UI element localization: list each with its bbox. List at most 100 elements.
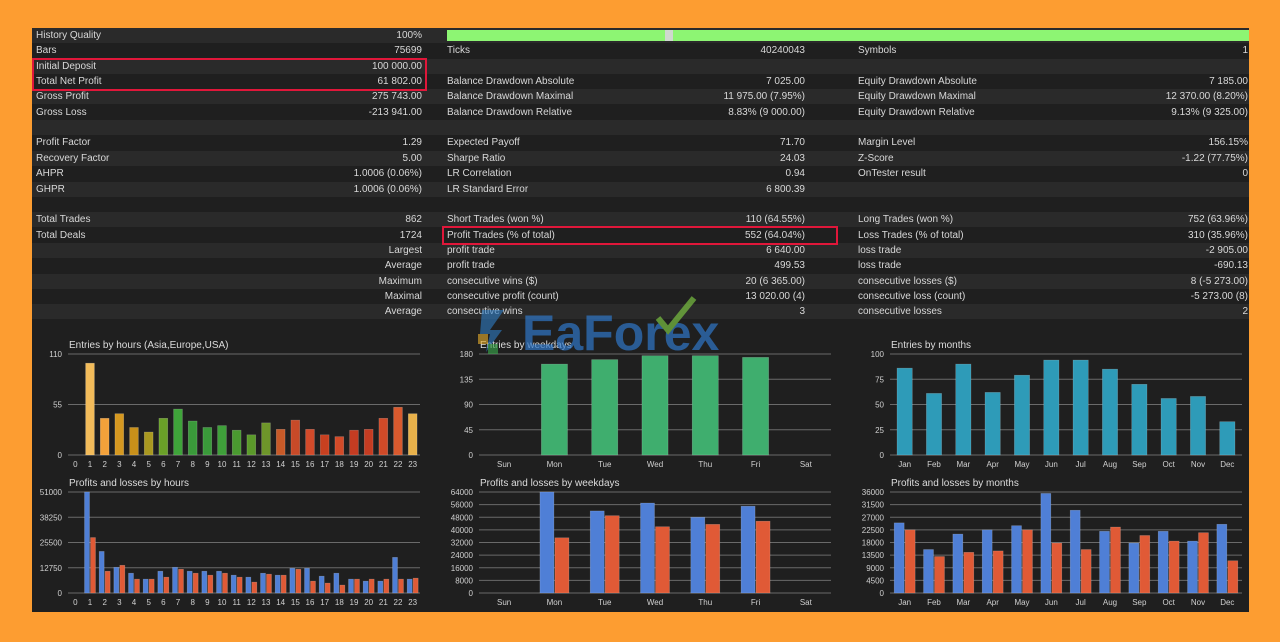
- y-tick-label: 0: [58, 451, 63, 460]
- loss-bar: [604, 515, 620, 594]
- y-tick-label: 48000: [451, 513, 474, 522]
- chart: Profits and losses by months 0 4500 9000 135…: [856, 478, 1249, 612]
- stat-label: consecutive profit (count): [447, 290, 559, 302]
- x-tick-label: 18: [335, 460, 344, 469]
- x-tick-label: 9: [205, 598, 210, 607]
- entries-bar: [334, 436, 345, 456]
- y-tick-label: 75: [875, 375, 884, 384]
- strategy-tester-report: History Quality 100% Bars 75699 Ticks 4024004…: [32, 28, 1249, 612]
- entries-bar: [1160, 398, 1177, 456]
- entries-bar: [591, 359, 619, 456]
- entries-bar: [85, 362, 95, 456]
- y-tick-label: 56000: [451, 501, 474, 510]
- stat-label: Largest: [388, 244, 422, 256]
- profit-bar: [377, 580, 384, 594]
- x-tick-label: May: [1014, 598, 1029, 607]
- stat-label: Total Trades: [36, 214, 91, 226]
- stat-label: Expected Payoff: [447, 137, 520, 149]
- loss-bar: [163, 576, 170, 594]
- loss-bar: [904, 529, 916, 594]
- entries-bar: [129, 427, 139, 456]
- stat-value: 1.0006 (0.06%): [353, 183, 422, 195]
- stat-label: History Quality: [36, 30, 102, 41]
- x-tick-label: 10: [218, 460, 227, 469]
- loss-bar: [354, 578, 360, 594]
- entries-bar: [158, 417, 169, 456]
- x-tick-label: 20: [364, 598, 373, 607]
- y-tick-label: 90: [464, 401, 473, 410]
- stat-value: 75699: [394, 45, 422, 57]
- x-tick-label: Mar: [956, 460, 970, 469]
- entries-bar: [926, 393, 942, 456]
- x-tick-label: Apr: [986, 598, 999, 607]
- x-tick-label: Aug: [1103, 598, 1117, 607]
- stats-row: Total Deals 1724 Profit Trades (% of total…: [32, 228, 1249, 243]
- x-tick-label: Sun: [497, 598, 511, 607]
- stat-value: -213 941.00: [368, 106, 422, 118]
- entries-bar: [378, 417, 389, 456]
- stat-value: 7 025.00: [766, 76, 805, 88]
- loss-bar: [755, 520, 771, 594]
- x-tick-label: 17: [320, 598, 329, 607]
- stat-value: 5.00: [402, 152, 422, 164]
- loss-bar: [90, 537, 96, 594]
- stat-label: Balance Drawdown Maximal: [447, 91, 574, 103]
- x-tick-label: 11: [233, 460, 242, 469]
- profit-bar: [1157, 530, 1169, 594]
- y-tick-label: 45: [464, 426, 473, 435]
- profit-bar: [392, 557, 398, 594]
- x-tick-label: Mon: [547, 598, 563, 607]
- stat-value: 552 (64.04%): [744, 229, 805, 241]
- x-tick-label: 22: [394, 598, 403, 607]
- entries-bar: [896, 367, 913, 456]
- loss-bar: [222, 572, 228, 594]
- profit-bar: [893, 522, 905, 594]
- loss-bar: [1051, 542, 1063, 594]
- x-tick-label: 16: [306, 598, 315, 607]
- y-tick-label: 40000: [451, 526, 474, 535]
- x-tick-label: 6: [161, 598, 166, 607]
- profit-bar: [1099, 530, 1110, 594]
- y-tick-label: 51000: [40, 488, 63, 497]
- stat-label: Profit Factor: [36, 137, 91, 149]
- loss-bar: [1168, 540, 1180, 594]
- stat-value: 13 020.00 (4): [745, 290, 806, 302]
- entries-bar: [261, 422, 271, 456]
- entries-bar: [290, 419, 301, 456]
- x-tick-label: Tue: [598, 598, 612, 607]
- x-tick-label: 18: [335, 598, 344, 607]
- y-tick-label: 27000: [862, 513, 885, 522]
- profit-bar: [740, 505, 756, 594]
- profit-bar: [216, 570, 222, 594]
- x-tick-label: 3: [117, 598, 122, 607]
- x-tick-label: 8: [190, 460, 195, 469]
- x-tick-label: 0: [73, 598, 78, 607]
- stats-row: [32, 120, 1249, 136]
- x-tick-label: Fri: [751, 598, 761, 607]
- x-tick-label: 13: [262, 598, 271, 607]
- x-tick-label: 23: [408, 460, 417, 469]
- checkmark-icon: [655, 296, 697, 335]
- loss-bar: [383, 578, 390, 594]
- stat-label: Equity Drawdown Relative: [858, 106, 975, 118]
- y-tick-label: 22500: [862, 526, 885, 535]
- stats-row: GHPR 1.0006 (0.06%) LR Standard Error 6 800…: [32, 181, 1249, 197]
- y-tick-label: 9000: [866, 564, 884, 573]
- x-tick-label: Apr: [986, 460, 999, 469]
- loss-bar: [1139, 535, 1151, 594]
- entries-bar: [1043, 359, 1060, 456]
- x-tick-label: Sep: [1132, 460, 1147, 469]
- x-tick-label: 9: [205, 460, 210, 469]
- x-tick-label: Jun: [1045, 598, 1058, 607]
- stat-label: Z-Score: [858, 152, 894, 164]
- entries-bar: [393, 406, 403, 456]
- profit-bar: [981, 529, 993, 594]
- y-tick-label: 0: [880, 589, 885, 598]
- x-tick-label: Feb: [927, 598, 941, 607]
- profit-bar: [289, 567, 296, 594]
- x-tick-label: Sat: [800, 598, 813, 607]
- profit-bar: [157, 570, 164, 594]
- stat-value: 862: [405, 214, 422, 226]
- y-tick-label: 64000: [451, 488, 474, 497]
- x-tick-label: 12: [247, 460, 256, 469]
